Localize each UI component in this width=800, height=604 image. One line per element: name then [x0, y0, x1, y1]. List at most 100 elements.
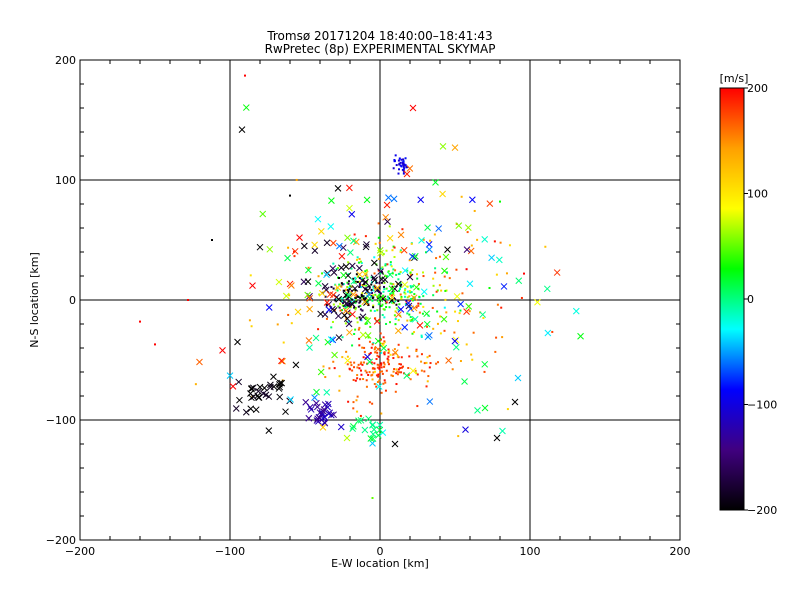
data-point-x: [413, 283, 420, 291]
data-point-dot: [358, 367, 361, 370]
data-point-dot: [415, 372, 418, 375]
data-point-dot: [385, 287, 388, 290]
data-point-dot: [435, 257, 438, 260]
data-point-x: [452, 343, 460, 351]
data-point-dot: [495, 336, 498, 339]
data-point-dot: [432, 294, 435, 297]
data-point-dot: [345, 317, 348, 320]
data-point-dot: [293, 250, 296, 253]
data-point-dot: [394, 300, 397, 303]
data-point-x: [376, 426, 384, 434]
data-point-dot: [385, 322, 388, 325]
data-point-dot: [325, 317, 328, 320]
data-point-x: [278, 357, 285, 365]
data-point-dot: [387, 348, 390, 351]
data-point-dot: [407, 366, 410, 369]
data-point-dot: [364, 235, 367, 238]
data-point-dot: [358, 316, 361, 319]
data-point-x: [350, 422, 357, 430]
data-point-dot: [367, 373, 370, 376]
data-point-x: [291, 247, 299, 255]
data-point-dot: [375, 374, 378, 377]
data-point-x: [265, 427, 273, 434]
data-point-dot: [387, 359, 390, 362]
data-point-dot: [348, 284, 351, 287]
data-point-dot: [340, 282, 343, 285]
data-point-x: [306, 294, 314, 302]
data-point-dot: [317, 275, 320, 278]
data-point-dot: [382, 382, 385, 385]
data-point-x: [409, 104, 417, 112]
data-point-dot: [390, 294, 393, 297]
data-point-dot: [391, 286, 394, 289]
data-point-x: [337, 264, 345, 272]
data-point-dot: [383, 365, 386, 368]
data-point-dot: [347, 282, 350, 285]
data-point-dot: [389, 353, 392, 356]
data-point-x: [493, 434, 501, 442]
data-point-dot: [345, 350, 348, 353]
data-point-x: [196, 358, 203, 366]
data-point-dot: [432, 284, 435, 287]
data-point-x: [440, 315, 448, 323]
data-point-x: [374, 432, 382, 439]
data-point-dot: [383, 340, 386, 343]
data-point-dot: [290, 322, 293, 325]
data-point-dot: [445, 311, 448, 314]
data-point-dot: [353, 306, 356, 309]
data-point-dot: [425, 251, 428, 254]
data-point-dot: [411, 268, 414, 271]
data-point-dot: [394, 269, 397, 272]
data-point-x: [366, 294, 374, 302]
data-point-dot: [408, 289, 411, 292]
data-point-dot: [377, 269, 380, 272]
data-point-x: [474, 407, 481, 414]
data-point-dot: [388, 350, 391, 353]
data-point-dot: [376, 289, 379, 292]
data-point-dot: [365, 322, 368, 325]
data-point-dot: [353, 332, 356, 335]
data-point-x: [426, 398, 434, 405]
data-point-dot: [453, 331, 456, 334]
data-point-dot: [370, 288, 373, 291]
data-point-dot: [384, 264, 387, 267]
data-point-dot: [365, 379, 368, 382]
data-point-dot: [346, 281, 349, 284]
data-point-x: [386, 234, 394, 242]
data-point-x: [329, 239, 337, 247]
data-point-dot: [378, 291, 381, 294]
data-point-dot: [420, 334, 423, 337]
data-point-dot: [488, 287, 491, 289]
data-point-dot: [409, 271, 412, 274]
data-point-dot: [345, 288, 348, 291]
data-point-x: [235, 378, 243, 386]
data-point-dot: [376, 380, 379, 383]
data-point-x: [377, 249, 384, 257]
data-point-dot: [406, 285, 409, 288]
x-tick-label: −100: [215, 545, 245, 558]
data-point-x: [424, 224, 431, 231]
data-point-dot: [400, 297, 403, 300]
data-point-dot: [360, 262, 363, 265]
data-point-dot: [395, 368, 398, 371]
data-point-dot: [398, 157, 401, 160]
data-point-x: [261, 384, 268, 392]
data-point-dot: [330, 285, 333, 288]
data-point-dot: [420, 360, 423, 363]
data-point-x: [350, 237, 357, 245]
data-point-x: [342, 263, 350, 270]
data-point-dot: [387, 351, 390, 354]
data-point-x: [425, 241, 433, 248]
data-point-dot: [349, 314, 352, 317]
data-point-dot: [401, 228, 404, 231]
data-point-dot: [346, 286, 349, 289]
data-point-dot: [435, 290, 438, 293]
data-point-dot: [390, 291, 393, 294]
data-point-dot: [359, 369, 362, 372]
data-point-dot: [468, 310, 471, 313]
data-point-dot: [396, 355, 399, 358]
data-point-x: [463, 308, 470, 315]
data-point-dot: [360, 277, 363, 280]
data-point-x: [397, 231, 405, 239]
data-point-x: [334, 185, 342, 192]
